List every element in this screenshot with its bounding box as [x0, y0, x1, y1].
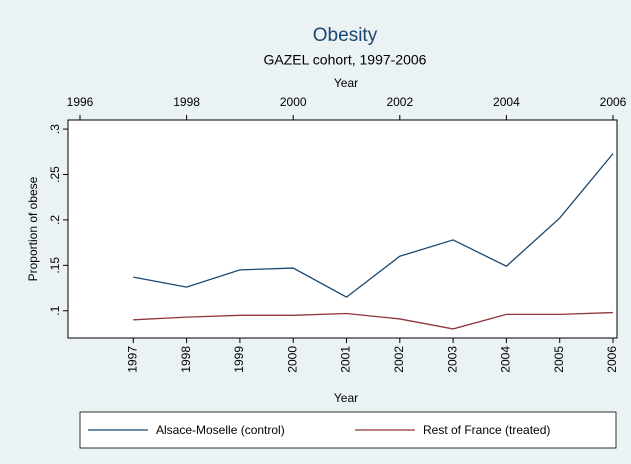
- x2-tick-label: 2004: [499, 346, 513, 373]
- x2-tick-label: 1999: [232, 346, 246, 373]
- x2-tick-label: 2003: [445, 346, 459, 373]
- x-tick-label: 2006: [600, 95, 627, 109]
- x-tick-label: 1998: [173, 95, 200, 109]
- legend-label: Alsace-Moselle (control): [156, 423, 285, 437]
- y-tick-label: .2: [48, 215, 62, 225]
- x2-tick-label: 1997: [125, 346, 139, 373]
- series-line: [133, 311, 614, 330]
- chart-subtitle: GAZEL cohort, 1997-2006: [264, 52, 427, 68]
- plot-area: [67, 119, 618, 339]
- x-tick-label: 2000: [280, 95, 307, 109]
- x2-tick-label: 2005: [552, 346, 566, 373]
- y-tick-label: .3: [48, 124, 62, 134]
- legend-label: Rest of France (treated): [423, 423, 550, 437]
- x2-tick-label: 2000: [285, 346, 299, 373]
- x-tick-label: 1996: [67, 95, 94, 109]
- x-tick-label: 2004: [493, 95, 520, 109]
- x2-tick-label: 2002: [392, 346, 406, 373]
- x2-tick-label: 1998: [179, 346, 193, 373]
- y-tick-label: .15: [48, 257, 62, 274]
- x-axis-title: Year: [334, 76, 358, 90]
- legend: [79, 411, 617, 449]
- chart-title: Obesity: [313, 25, 378, 46]
- y-axis-title: Proportion of obese: [26, 176, 40, 281]
- x2-axis-title: Year: [334, 391, 358, 405]
- x2-tick-label: 2006: [605, 346, 619, 373]
- y-tick-label: .1: [48, 305, 62, 315]
- y-tick-label: .25: [48, 166, 62, 183]
- x-tick-label: 2002: [386, 95, 413, 109]
- x2-tick-label: 2001: [339, 346, 353, 373]
- series-line: [133, 153, 614, 298]
